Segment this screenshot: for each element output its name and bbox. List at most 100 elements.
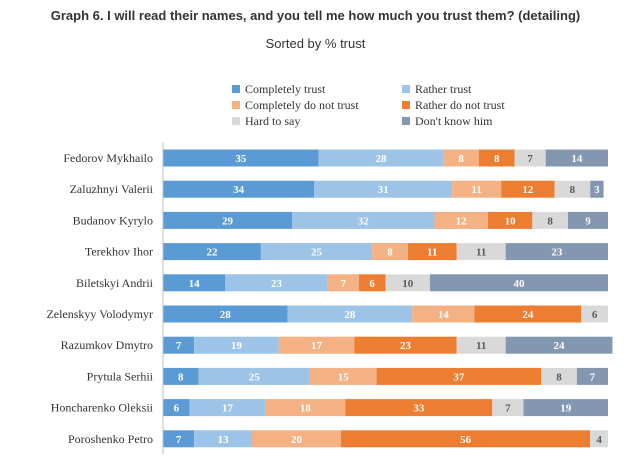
category-label: Poroshenko Petro [68, 432, 153, 446]
bar-segment-hard-to-say [554, 180, 591, 198]
data-label: 8 [570, 184, 576, 196]
bar-segment-don-t-know-him [523, 399, 608, 417]
data-label: 17 [222, 403, 234, 415]
bar-segment-don-t-know-him [430, 274, 608, 292]
data-label: 24 [522, 309, 534, 321]
legend-label-completely-trust: Completely trust [245, 82, 326, 96]
category-label: Biletskyi Andrii [76, 276, 154, 290]
bar-segment-rather-do-not-trust [376, 367, 542, 385]
legend-label-rather-do-not-trust: Rather do not trust [415, 98, 505, 112]
bar-segment-completely-do-not-trust [309, 367, 377, 385]
bar-segment-don-t-know-him [576, 367, 608, 385]
bar-segment-completely-trust [163, 211, 293, 229]
bar-segment-rather-trust [189, 399, 266, 417]
data-label: 23 [271, 278, 283, 290]
chart-title: Graph 6. I will read their names, and yo… [50, 8, 581, 23]
bar-segment-hard-to-say [581, 305, 608, 323]
bar-row-prytula-serhii: Prytula Serhii 8 25 15 37 8 7 [87, 367, 608, 385]
bar-segment-completely-do-not-trust [372, 243, 408, 261]
chart-subtitle: Sorted by % trust [265, 36, 366, 51]
data-label: 37 [453, 371, 465, 383]
bar-segment-rather-do-not-trust [407, 243, 457, 261]
bar-segment-completely-do-not-trust [452, 180, 502, 198]
bar-row-terekhov-ihor: Terekhov Ihor 22 25 8 11 11 23 [85, 243, 608, 261]
data-label: 12 [522, 184, 534, 196]
bar-segment-rather-do-not-trust [345, 399, 493, 417]
bar-segment-rather-do-not-trust [487, 211, 533, 229]
bar-segment-don-t-know-him [505, 336, 613, 354]
bar-segment-completely-trust [163, 274, 226, 292]
bar-segment-hard-to-say [456, 243, 506, 261]
data-label: 23 [400, 340, 412, 352]
data-label: 17 [311, 340, 323, 352]
bar-segment-completely-do-not-trust [443, 149, 479, 167]
bar-segment-completely-trust [163, 149, 319, 167]
bar-segment-don-t-know-him [545, 149, 608, 167]
bar-segment-hard-to-say [514, 149, 546, 167]
data-label: 40 [514, 278, 526, 290]
bar-segment-completely-do-not-trust [434, 211, 488, 229]
data-label: 15 [338, 371, 350, 383]
bar-segment-rather-trust [260, 243, 373, 261]
bar-segment-rather-trust [314, 180, 453, 198]
data-label: 3 [594, 184, 600, 196]
data-label: 11 [476, 247, 486, 259]
data-label: 11 [476, 340, 486, 352]
legend-swatch-don-t-know-him [402, 117, 410, 125]
data-label: 31 [378, 184, 389, 196]
data-label: 32 [358, 215, 370, 227]
data-label: 8 [494, 153, 500, 165]
category-label: Razumkov Dmytro [61, 338, 153, 352]
category-label: Budanov Kyrylo [73, 213, 153, 227]
data-label: 34 [233, 184, 245, 196]
bar-segment-rather-do-not-trust [501, 180, 555, 198]
bar-row-honcharenko-oleksii: Honcharenko Oleksii 6 17 18 33 7 19 [51, 399, 608, 417]
bar-segment-completely-trust [163, 243, 261, 261]
data-label: 14 [189, 278, 201, 290]
data-label: 33 [413, 403, 425, 415]
data-label: 28 [344, 309, 356, 321]
bar-segment-rather-trust [287, 305, 413, 323]
bar-segment-completely-trust [163, 430, 195, 448]
data-label: 7 [505, 403, 511, 415]
legend-label-don-t-know-him: Don't know him [415, 114, 493, 128]
legend-label-rather-trust: Rather trust [415, 82, 472, 96]
data-label: 12 [456, 215, 468, 227]
bar-segment-don-t-know-him [567, 211, 608, 229]
bar-row-budanov-kyrylo: Budanov Kyrylo 29 32 12 10 8 9 [73, 211, 608, 229]
bar-segment-completely-trust [163, 180, 315, 198]
bar-row-fedorov-mykhailo: Fedorov Mykhailo 35 28 8 8 7 14 [63, 149, 608, 167]
data-label: 7 [176, 434, 182, 446]
data-label: 7 [340, 278, 346, 290]
data-label: 8 [556, 371, 562, 383]
data-label: 23 [551, 247, 563, 259]
bar-segment-hard-to-say [456, 336, 506, 354]
data-label: 24 [554, 340, 566, 352]
data-label: 7 [527, 153, 533, 165]
bar-segment-completely-trust [163, 399, 190, 417]
category-label: Zaluzhnyi Valerii [70, 182, 154, 196]
bar-segment-rather-trust [225, 274, 328, 292]
bar-segment-completely-trust [163, 336, 195, 354]
legend-swatch-rather-do-not-trust [402, 101, 410, 109]
bar-row-zelenskyy-volodymyr: Zelenskyy Volodymyr 28 28 14 24 6 [46, 305, 608, 323]
data-label: 14 [571, 153, 583, 165]
legend-swatch-completely-trust [232, 85, 240, 93]
bar-segment-rather-do-not-trust [354, 336, 457, 354]
legend-swatch-completely-do-not-trust [232, 101, 240, 109]
bar-segment-rather-trust [198, 367, 310, 385]
data-label: 19 [560, 403, 572, 415]
bar-segment-hard-to-say [541, 367, 577, 385]
bar-segment-completely-do-not-trust [252, 430, 341, 448]
bar-segment-completely-do-not-trust [278, 336, 355, 354]
bar-segment-hard-to-say [385, 274, 430, 292]
bar-row-poroshenko-petro: Poroshenko Petro 7 13 20 56 4 [68, 430, 608, 448]
bar-segment-completely-do-not-trust [265, 399, 346, 417]
legend-label-hard-to-say: Hard to say [245, 114, 300, 128]
data-label: 28 [376, 153, 388, 165]
legend-swatch-rather-trust [402, 85, 410, 93]
bar-segment-hard-to-say [590, 430, 608, 448]
data-label: 13 [218, 434, 230, 446]
category-label: Honcharenko Oleksii [51, 401, 154, 415]
legend-label-completely-do-not-trust: Completely do not trust [245, 98, 359, 112]
